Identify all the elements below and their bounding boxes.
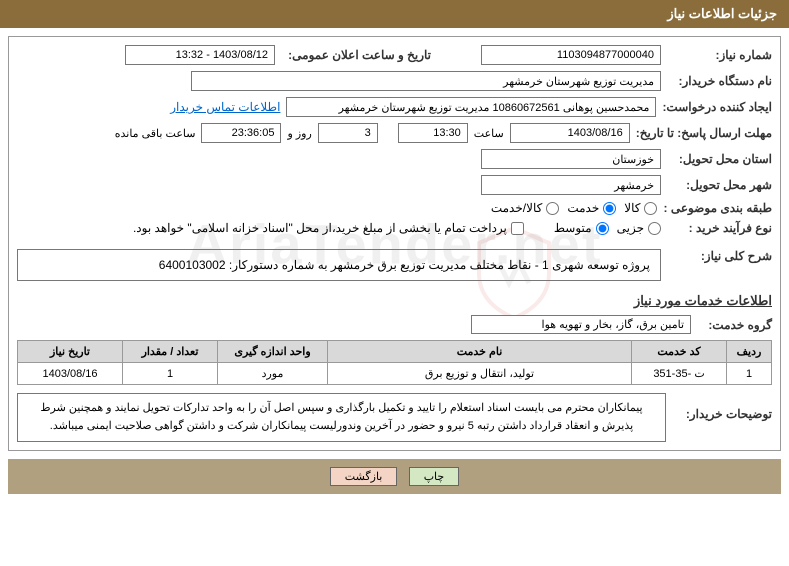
th-date: تاریخ نیاز [18,341,123,363]
request-creator-value: محمدحسین پوهانی 10860672561 مدیریت توزیع… [286,97,656,117]
td-name: تولید، انتقال و توزیع برق [328,363,632,385]
services-table: ردیف کد خدمت نام خدمت واحد اندازه گیری ت… [17,340,772,385]
delivery-province-label: استان محل تحویل: [667,152,772,166]
row-request-creator: ایجاد کننده درخواست: محمدحسین پوهانی 108… [17,97,772,117]
deadline-label: مهلت ارسال پاسخ: تا تاریخ: [636,126,772,140]
delivery-city-value: خرمشهر [481,175,661,195]
buyer-org-value: مدیریت توزیع شهرستان خرمشهر [191,71,661,91]
radio-service[interactable] [603,202,616,215]
deadline-remaining-value: 23:36:05 [201,123,281,143]
need-summary-value: پروژه توسعه شهری 1 - نقاط مختلف مدیریت ت… [159,258,650,272]
services-info-header: اطلاعات خدمات مورد نیاز [17,293,772,309]
td-row: 1 [727,363,772,385]
print-button[interactable]: چاپ [409,467,460,486]
treasury-checkbox[interactable] [511,222,524,235]
deadline-remaining-text: ساعت باقی مانده [115,127,196,140]
radio-minor[interactable] [648,222,661,235]
service-group-label: گروه خدمت: [697,318,772,332]
td-qty: 1 [123,363,218,385]
buyer-org-label: نام دستگاه خریدار: [667,74,772,88]
td-code: ت -35-351 [632,363,727,385]
buyer-notes-value: پیمانکاران محترم می بایست اسناد استعلام … [40,402,642,432]
table-header-row: ردیف کد خدمت نام خدمت واحد اندازه گیری ت… [18,341,772,363]
row-service-group: گروه خدمت: تامین برق، گاز، بخار و تهویه … [17,315,772,334]
need-summary-label: شرح کلی نیاز: [667,249,772,263]
page-header: جزئیات اطلاعات نیاز [0,0,789,28]
radio-goods[interactable] [644,202,657,215]
radio-medium-label: متوسط [554,221,592,235]
service-group-value: تامین برق، گاز، بخار و تهویه هوا [471,315,691,334]
row-need-number: شماره نیاز: 1103094877000040 تاریخ و ساع… [17,45,772,65]
purchase-type-label: نوع فرآیند خرید : [667,221,772,235]
row-buyer-org: نام دستگاه خریدار: مدیریت توزیع شهرستان … [17,71,772,91]
delivery-province-value: خوزستان [481,149,661,169]
main-content: AriaTender.net شماره نیاز: 1103094877000… [8,36,781,451]
subject-category-group: کالا خدمت کالا/خدمت [491,201,658,215]
deadline-time-label: ساعت [474,127,504,140]
table-row: 1 ت -35-351 تولید، انتقال و توزیع برق مو… [18,363,772,385]
deadline-date-value: 1403/08/16 [510,123,630,143]
row-delivery-province: استان محل تحویل: خوزستان [17,149,772,169]
th-row: ردیف [727,341,772,363]
radio-goods-service[interactable] [546,202,559,215]
treasury-checkbox-label: پرداخت تمام یا بخشی از مبلغ خرید،از محل … [133,221,507,235]
buyer-notes-box: پیمانکاران محترم می بایست اسناد استعلام … [17,393,666,442]
request-creator-label: ایجاد کننده درخواست: [662,100,772,114]
buyer-notes-label: توضیحات خریدار: [672,407,772,421]
need-summary-box: پروژه توسعه شهری 1 - نقاط مختلف مدیریت ت… [17,249,661,281]
th-code: کد خدمت [632,341,727,363]
row-need-summary: شرح کلی نیاز: پروژه توسعه شهری 1 - نقاط … [17,249,772,281]
radio-goods-service-label: کالا/خدمت [491,201,542,215]
need-number-label: شماره نیاز: [667,48,772,62]
th-unit: واحد اندازه گیری [218,341,328,363]
page-title: جزئیات اطلاعات نیاز [667,6,777,21]
footer-bar: چاپ بازگشت [8,459,781,494]
row-delivery-city: شهر محل تحویل: خرمشهر [17,175,772,195]
radio-goods-label: کالا [624,201,640,215]
td-date: 1403/08/16 [18,363,123,385]
radio-minor-label: جزیی [617,221,644,235]
announce-datetime-label: تاریخ و ساعت اعلان عمومی: [281,48,431,62]
row-subject-category: طبقه بندی موضوعی : کالا خدمت کالا/خدمت [17,201,772,215]
delivery-city-label: شهر محل تحویل: [667,178,772,192]
th-name: نام خدمت [328,341,632,363]
deadline-days-text: روز و [287,127,311,140]
radio-service-label: خدمت [567,201,599,215]
deadline-days-value: 3 [318,123,378,143]
announce-datetime-value: 1403/08/12 - 13:32 [125,45,275,65]
row-purchase-type: نوع فرآیند خرید : جزیی متوسط پرداخت تمام… [17,221,772,235]
row-buyer-notes: توضیحات خریدار: پیمانکاران محترم می بایس… [17,393,772,442]
subject-category-label: طبقه بندی موضوعی : [663,201,772,215]
deadline-time-value: 13:30 [398,123,468,143]
row-deadline: مهلت ارسال پاسخ: تا تاریخ: 1403/08/16 سا… [17,123,772,143]
th-qty: تعداد / مقدار [123,341,218,363]
buyer-contact-link[interactable]: اطلاعات تماس خریدار [170,100,280,114]
radio-medium[interactable] [596,222,609,235]
need-number-value: 1103094877000040 [481,45,661,65]
td-unit: مورد [218,363,328,385]
purchase-type-group: جزیی متوسط [554,221,661,235]
back-button[interactable]: بازگشت [330,467,398,486]
